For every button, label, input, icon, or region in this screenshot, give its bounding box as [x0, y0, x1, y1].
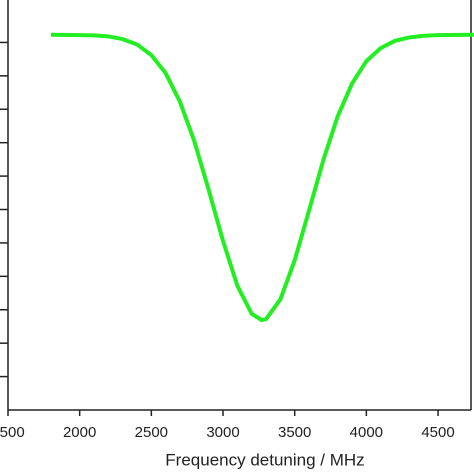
x-tick-label: 1500	[0, 424, 25, 441]
x-tick-label: 3000	[206, 424, 239, 441]
x-tick-label: 4000	[350, 424, 383, 441]
x-tick-label: 2000	[63, 424, 96, 441]
x-tick-label: 2500	[135, 424, 168, 441]
line	[50, 32, 474, 323]
x-tick-label: 4500	[421, 424, 454, 441]
x-axis-title: Frequency detuning / MHz	[165, 450, 364, 469]
x-tick-label: 3500	[278, 424, 311, 441]
